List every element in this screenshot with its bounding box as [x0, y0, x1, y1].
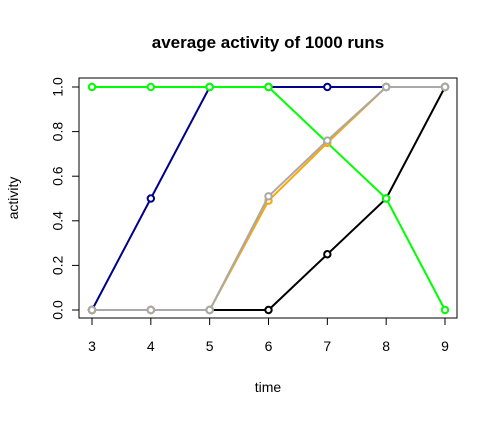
- data-point: [323, 82, 332, 92]
- x-tick-label: 4: [147, 338, 155, 354]
- data-point: [205, 305, 214, 315]
- data-point: [381, 194, 391, 203]
- y-axis-label: activity: [5, 177, 21, 220]
- x-tick-label: 6: [265, 338, 273, 354]
- data-point: [264, 305, 273, 315]
- data-point: [87, 305, 97, 315]
- x-tick-label: 5: [206, 338, 214, 354]
- data-point: [264, 82, 273, 92]
- data-point: [146, 194, 156, 203]
- data-point: [146, 305, 156, 315]
- data-point: [87, 82, 97, 92]
- y-tick-label: 0.0: [50, 300, 66, 320]
- data-point: [440, 305, 450, 315]
- y-tick-label: 0.4: [50, 211, 66, 231]
- x-tick-label: 9: [441, 338, 449, 354]
- x-tick-label: 7: [323, 338, 331, 354]
- data-point: [146, 82, 156, 92]
- data-point: [323, 136, 332, 145]
- y-tick-label: 1.0: [50, 77, 66, 97]
- data-point: [381, 82, 391, 92]
- y-tick-label: 0.6: [50, 166, 66, 186]
- series-5: [87, 82, 450, 315]
- series-layer: [87, 82, 450, 315]
- x-axis: 3 4 5 6 7 8 9: [88, 318, 449, 354]
- y-tick-label: 0.8: [50, 122, 66, 142]
- data-point: [323, 250, 332, 259]
- data-point: [440, 82, 450, 92]
- chart-title: average activity of 1000 runs: [152, 33, 384, 52]
- y-tick-label: 0.2: [50, 255, 66, 275]
- data-point: [264, 192, 273, 201]
- x-tick-label: 8: [382, 338, 390, 354]
- data-point: [205, 82, 214, 92]
- x-tick-label: 3: [88, 338, 96, 354]
- y-axis: 0.0 0.2 0.4 0.6 0.8 1.0: [50, 77, 79, 320]
- x-axis-label: time: [255, 379, 282, 395]
